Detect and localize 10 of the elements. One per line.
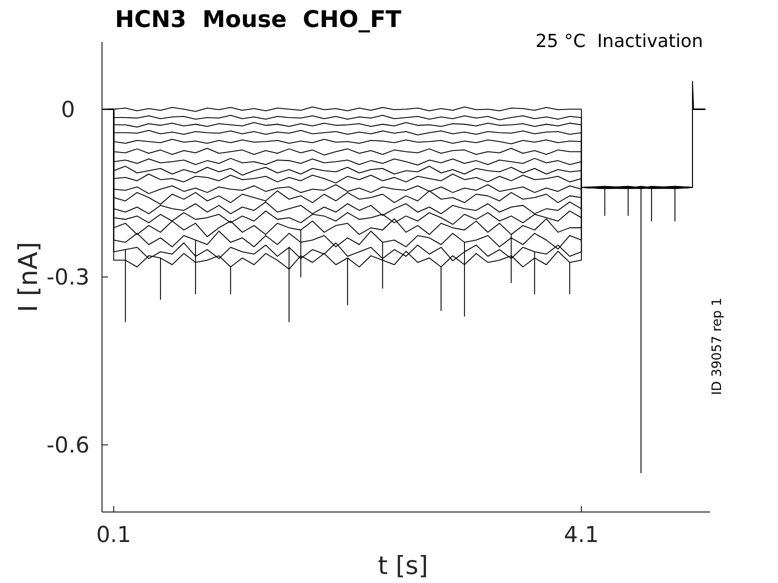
- y-tick-label: 0: [61, 98, 75, 123]
- x-tick-label: 4.1: [564, 523, 599, 548]
- y-tick-label: -0.6: [46, 434, 90, 459]
- chart-title: HCN3 Mouse CHO_FT: [115, 7, 402, 33]
- x-tick-label: 0.1: [96, 523, 132, 548]
- chart-subtitle: 25 °C Inactivation: [535, 31, 703, 52]
- x-axis-title: t [s]: [378, 551, 428, 580]
- annotation: ID 39057 rep 1: [710, 298, 725, 395]
- y-tick-label: -0.3: [46, 266, 90, 291]
- y-axis-title: I [nA]: [14, 242, 44, 312]
